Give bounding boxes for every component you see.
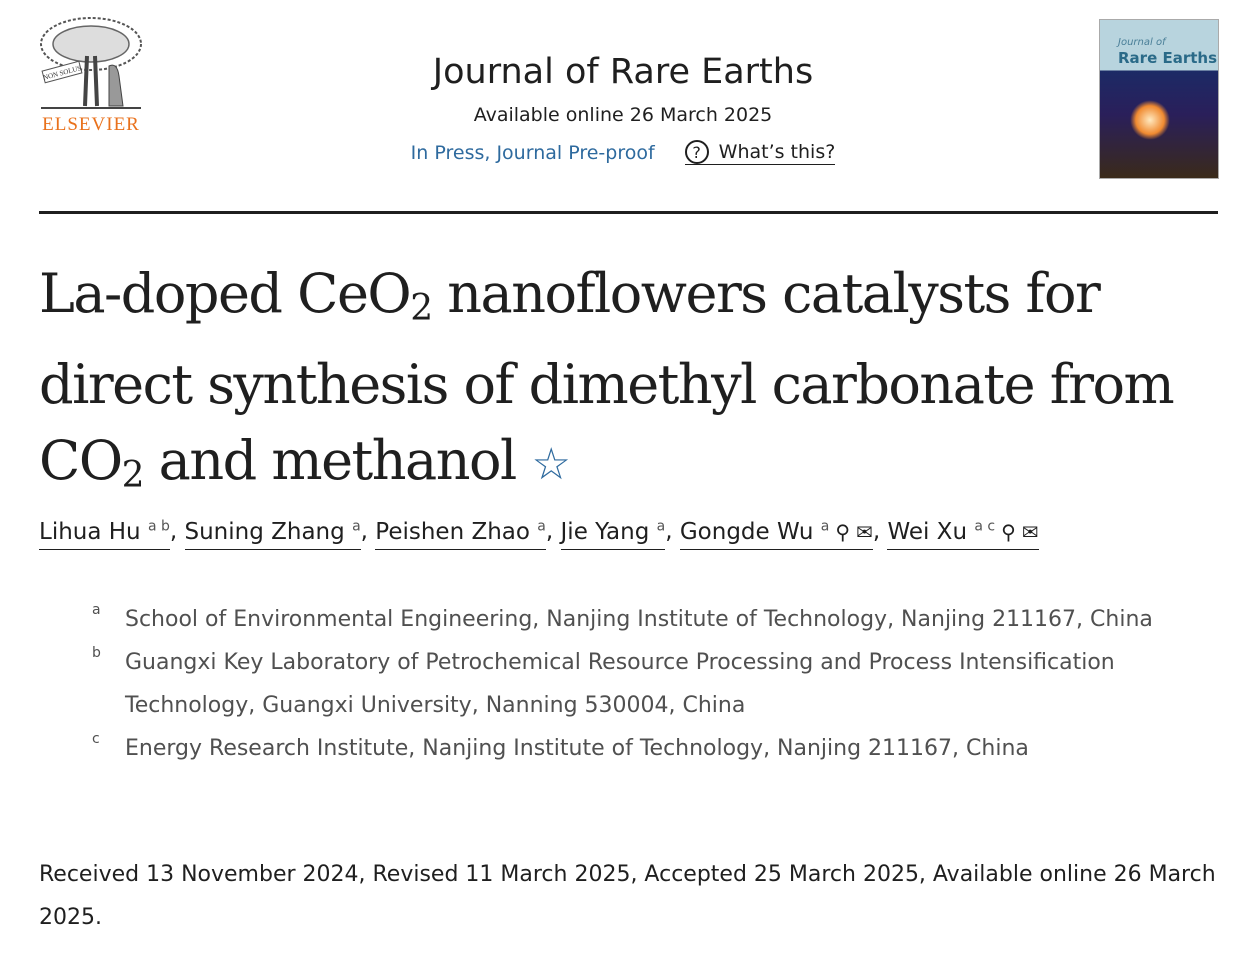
whats-this-label: What’s this? xyxy=(718,141,836,163)
affiliation: b Guangxi Key Laboratory of Petrochemical… xyxy=(92,645,1115,718)
affiliation: a School of Environmental Engineering, Na… xyxy=(92,602,1153,632)
author-link[interactable]: Lihua Hu a b xyxy=(39,518,170,550)
email-icon: ✉ xyxy=(856,519,873,544)
email-icon: ✉ xyxy=(1021,519,1039,544)
affiliations: a School of Environmental Engineering, Na… xyxy=(92,598,1222,770)
cover-line1: Journal of xyxy=(1118,37,1166,48)
header-divider xyxy=(39,211,1218,214)
author-link[interactable]: Peishen Zhao a xyxy=(375,518,546,550)
whats-this-link[interactable]: ? What’s this? xyxy=(684,140,836,165)
author-link[interactable]: Wei Xu a c ⚲ ✉ xyxy=(887,518,1039,550)
elsevier-logo[interactable]: NON SOLUS ELSEVIER xyxy=(38,16,144,136)
journal-title[interactable]: Journal of Rare Earths xyxy=(432,52,814,92)
author-list: Lihua Hu a b, Suning Zhang a, Peishen Zh… xyxy=(39,518,1039,550)
person-icon: ⚲ xyxy=(835,519,851,544)
question-icon: ? xyxy=(684,140,709,164)
star-icon[interactable]: ☆ xyxy=(531,439,570,490)
tree-logo-icon: NON SOLUS xyxy=(40,17,142,109)
elsevier-wordmark: ELSEVIER xyxy=(42,114,140,135)
article-history: Received 13 November 2024, Revised 11 Ma… xyxy=(39,862,1216,930)
affiliation: c Energy Research Institute, Nanjing Inst… xyxy=(92,731,1029,761)
cover-line2: Rare Earths xyxy=(1118,49,1218,67)
person-icon: ⚲ xyxy=(1001,519,1016,544)
article-status: In Press, Journal Pre-proof xyxy=(410,141,655,164)
available-online: Available online 26 March 2025 xyxy=(473,104,773,126)
journal-header: Journal of Rare Earths Available online … xyxy=(300,52,946,165)
article-title: La-doped CeO2 nanoflowers catalysts for … xyxy=(39,262,1175,496)
author-link[interactable]: Gongde Wu a ⚲ ✉ xyxy=(679,518,873,550)
journal-cover[interactable]: Journal of Rare Earths xyxy=(1099,19,1219,179)
author-link[interactable]: Suning Zhang a xyxy=(184,518,361,550)
author-link[interactable]: Jie Yang a xyxy=(560,518,666,550)
cover-art xyxy=(1130,100,1170,140)
